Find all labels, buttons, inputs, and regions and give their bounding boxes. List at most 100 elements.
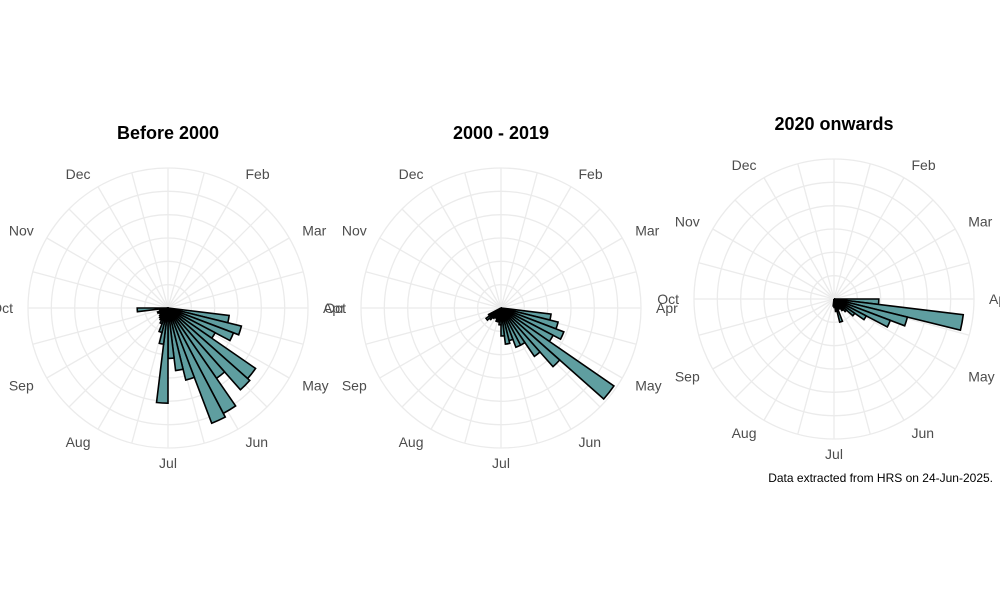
panel-title-2020-onwards: 2020 onwards <box>774 114 893 134</box>
data-source-caption: Data extracted from HRS on 24-Jun-2025. <box>768 471 993 485</box>
angular-grid-spoke <box>32 307 169 345</box>
angular-grid-spoke <box>365 271 502 309</box>
month-label-oct: Oct <box>324 300 346 316</box>
month-label-jul: Jul <box>825 446 843 462</box>
month-label-mar: Mar <box>968 214 992 230</box>
angular-grid-spoke <box>430 307 502 430</box>
angular-grid-spoke <box>734 199 835 300</box>
polar-bar-week-24 <box>167 307 196 382</box>
month-label-dec: Dec <box>66 166 91 182</box>
month-label-dec: Dec <box>732 157 757 173</box>
month-label-jul: Jul <box>492 455 510 471</box>
month-label-sep: Sep <box>342 378 367 394</box>
month-label-feb: Feb <box>912 157 936 173</box>
month-label-oct: Oct <box>657 291 679 307</box>
angular-grid-spoke <box>833 199 934 300</box>
angular-grid-spoke <box>500 271 637 309</box>
angular-grid-spoke <box>797 298 835 435</box>
month-label-aug: Aug <box>399 434 424 450</box>
polar-panel-2020-onwards: Dec Feb Mar Apr May Jun Jul Aug Sep Oct Nov 2020 on… <box>657 114 1000 462</box>
month-label-sep: Sep <box>675 369 700 385</box>
month-label-apr: Apr <box>656 300 678 316</box>
angular-grid-spoke <box>833 177 905 300</box>
angular-grid-spoke <box>712 228 835 300</box>
polar-bar-week-21 <box>500 307 542 358</box>
angular-grid-spoke <box>712 298 835 370</box>
month-label-may: May <box>302 378 328 394</box>
polar-bar-week-19 <box>500 307 616 401</box>
angular-grid-spoke <box>500 237 623 309</box>
polar-bar-week-35 <box>487 307 502 318</box>
month-label-mar: Mar <box>302 223 326 239</box>
month-label-apr: Apr <box>323 300 345 316</box>
month-label-may: May <box>635 378 661 394</box>
angular-grid-spoke <box>500 186 572 309</box>
month-label-feb: Feb <box>246 166 270 182</box>
angular-grid-spoke <box>46 307 169 379</box>
angular-grid-spoke <box>698 298 835 336</box>
angular-grid-spoke <box>97 186 169 309</box>
angular-grid-spoke <box>763 177 835 300</box>
angular-grid-spoke <box>763 298 835 421</box>
angular-grid-spoke <box>167 186 239 309</box>
polar-bar-week-26 <box>500 307 506 337</box>
polar-bar-week-39 <box>136 307 169 313</box>
month-label-dec: Dec <box>399 166 424 182</box>
angular-grid-spoke <box>833 298 905 421</box>
month-label-jul: Jul <box>159 455 177 471</box>
angular-grid-spoke <box>167 172 205 309</box>
angular-grid-spoke <box>500 172 538 309</box>
angular-grid-spoke <box>68 208 169 309</box>
angular-grid-spoke <box>401 307 502 408</box>
polar-bar-week-27 <box>832 298 835 307</box>
angular-grid-spoke <box>430 186 502 309</box>
month-label-nov: Nov <box>342 223 367 239</box>
angular-grid-spoke <box>401 208 502 309</box>
angular-grid-spoke <box>833 298 934 399</box>
angular-grid-spoke <box>734 298 835 399</box>
angular-grid-spoke <box>833 163 871 300</box>
polar-bar-week-20 <box>167 307 251 391</box>
month-label-nov: Nov <box>9 223 34 239</box>
month-label-aug: Aug <box>732 425 757 441</box>
angular-grid-spoke <box>131 172 169 309</box>
angular-grid-spoke <box>365 307 502 345</box>
angular-grid-spoke <box>167 271 304 309</box>
month-label-mar: Mar <box>635 223 659 239</box>
angular-grid-spoke <box>698 262 835 300</box>
angular-grid-spoke <box>464 307 502 444</box>
polar-bar-week-25 <box>167 307 185 372</box>
month-label-sep: Sep <box>9 378 34 394</box>
polar-bar-week-20 <box>500 307 561 368</box>
angular-grid-spoke <box>379 307 502 379</box>
polar-panel-before-2000: Feb Mar Apr May Jun Jul Aug Sep Oct Nov Dec Before … <box>0 123 345 471</box>
angular-grid-spoke <box>797 163 835 300</box>
polar-bar-week-23 <box>167 307 227 425</box>
month-label-oct: Oct <box>0 300 13 316</box>
angular-grid-spoke <box>97 307 169 430</box>
month-label-jun: Jun <box>246 434 269 450</box>
month-label-apr: Apr <box>989 291 1000 307</box>
angular-grid-spoke <box>167 237 290 309</box>
angular-grid-spoke <box>167 208 268 309</box>
polar-panel-2000-2019: Dec Feb Mar Apr May Jun Jul Aug Sep Oct Nov 2000 - … <box>324 123 678 471</box>
month-label-jun: Jun <box>912 425 935 441</box>
angular-grid-spoke <box>379 237 502 309</box>
panel-title-2000-2019: 2000 - 2019 <box>453 123 549 143</box>
panel-title-before-2000: Before 2000 <box>117 123 219 143</box>
month-label-aug: Aug <box>66 434 91 450</box>
angular-grid-spoke <box>464 172 502 309</box>
month-label-may: May <box>968 369 994 385</box>
angular-grid-spoke <box>833 262 970 300</box>
month-label-feb: Feb <box>579 166 603 182</box>
angular-grid-spoke <box>46 237 169 309</box>
month-label-jun: Jun <box>579 434 602 450</box>
polar-bar-week-25 <box>500 307 511 346</box>
angular-grid-spoke <box>68 307 169 408</box>
month-label-nov: Nov <box>675 214 700 230</box>
angular-grid-spoke <box>32 271 169 309</box>
angular-grid-spoke <box>833 228 956 300</box>
angular-grid-spoke <box>500 208 601 309</box>
polar-bar-week-23 <box>500 307 522 349</box>
